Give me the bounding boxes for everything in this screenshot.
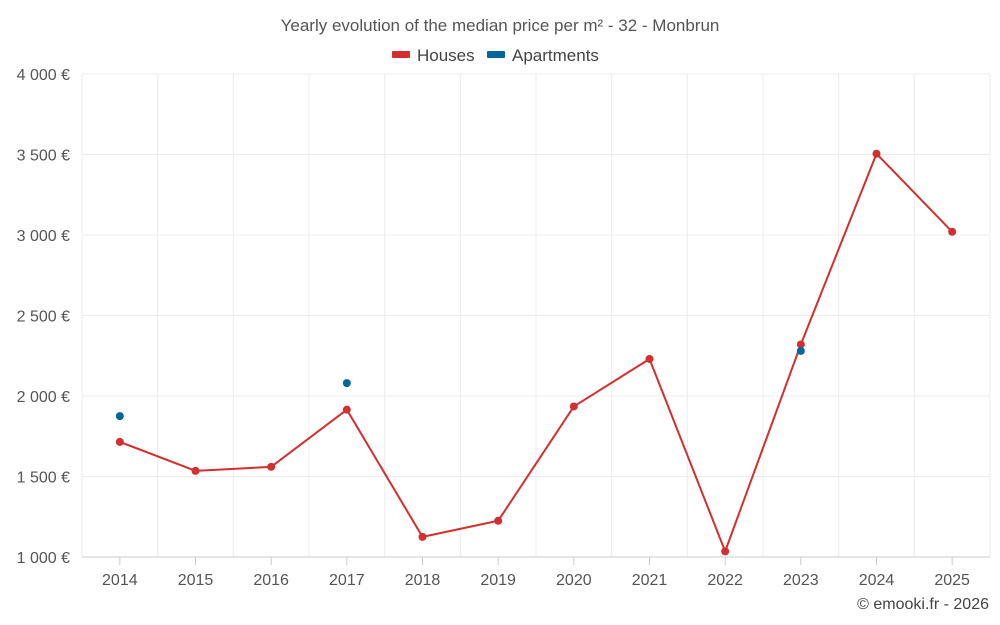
- x-tick-label: 2022: [707, 572, 743, 589]
- data-point-houses-2020[interactable]: [569, 402, 578, 411]
- series-line-houses: [119, 152, 953, 553]
- data-point-houses-2022[interactable]: [721, 547, 730, 556]
- y-tick-label: 1 000 €: [17, 550, 70, 567]
- data-point-houses-2014[interactable]: [115, 437, 124, 446]
- x-tick-label: 2025: [934, 572, 970, 589]
- y-tick-label: 2 500 €: [17, 309, 70, 326]
- data-point-houses-2025[interactable]: [948, 227, 957, 236]
- x-tick-label: 2014: [102, 572, 138, 589]
- data-point-houses-2019[interactable]: [494, 516, 503, 525]
- x-tick-label: 2019: [480, 572, 516, 589]
- x-tick-label: 2020: [556, 572, 592, 589]
- legend-swatch-apartments: [487, 51, 505, 58]
- x-tick-label: 2017: [329, 572, 365, 589]
- legend-swatch-houses: [392, 51, 410, 58]
- data-point-houses-2017[interactable]: [342, 405, 351, 414]
- series: [115, 149, 957, 556]
- x-tick-label: 2024: [859, 572, 895, 589]
- credit-text: © emooki.fr - 2026: [857, 596, 989, 613]
- y-tick-label: 2 000 €: [17, 389, 70, 406]
- chart-title: Yearly evolution of the median price per…: [281, 16, 720, 35]
- data-point-apartments-2014[interactable]: [115, 412, 124, 421]
- data-point-houses-2024[interactable]: [872, 149, 881, 158]
- x-tick-label: 2016: [253, 572, 289, 589]
- data-point-houses-2021[interactable]: [645, 354, 654, 363]
- legend: Houses Apartments: [392, 46, 599, 65]
- y-tick-label: 3 000 €: [17, 228, 70, 245]
- data-point-houses-2015[interactable]: [191, 466, 200, 475]
- data-point-houses-2018[interactable]: [418, 532, 427, 541]
- grid: [81, 73, 991, 558]
- data-point-apartments-2023[interactable]: [796, 346, 805, 355]
- legend-label-apartments: Apartments: [512, 46, 599, 65]
- x-tick-label: 2018: [405, 572, 441, 589]
- legend-label-houses: Houses: [417, 46, 475, 65]
- x-axis: 2014 2015 2016 2017 2018 2019 2020 2021 2022 2023…: [82, 556, 990, 589]
- y-tick-label: 3 500 €: [17, 148, 70, 165]
- y-tick-label: 4 000 €: [17, 67, 70, 84]
- data-point-apartments-2017[interactable]: [342, 379, 351, 388]
- y-tick-label: 1 500 €: [17, 470, 70, 487]
- x-tick-label: 2015: [178, 572, 214, 589]
- data-point-houses-2016[interactable]: [267, 462, 276, 471]
- y-axis: 1 000 € 1 500 € 2 000 € 2 500 € 3 000 € 3 500…: [17, 67, 70, 567]
- x-tick-label: 2021: [632, 572, 668, 589]
- x-tick-label: 2023: [783, 572, 819, 589]
- data-point-houses-2023[interactable]: [796, 340, 805, 349]
